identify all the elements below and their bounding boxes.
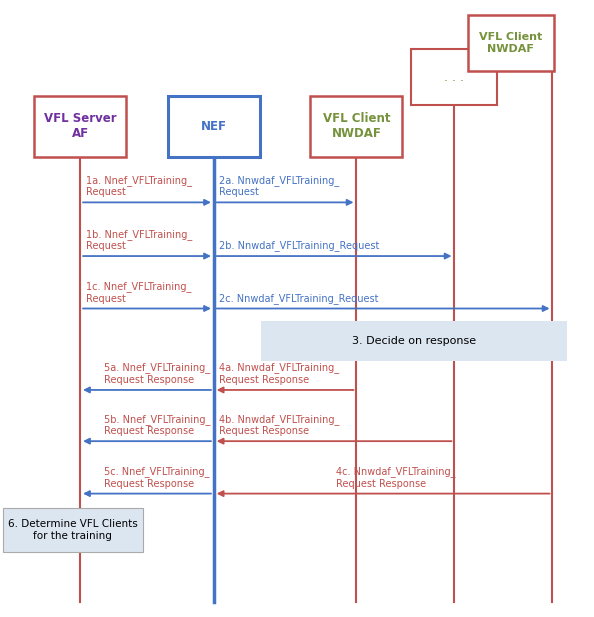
Bar [34, 96, 127, 157]
Text: VFL Client
NWDAF: VFL Client NWDAF [479, 32, 542, 54]
Text: 5c. Nnef_VFLTraining_
Request Response: 5c. Nnef_VFLTraining_ Request Response [104, 466, 210, 489]
Text: 4b. Nnwdaf_VFLTraining_
Request Response: 4b. Nnwdaf_VFLTraining_ Request Response [219, 414, 339, 436]
Text: 1c. Nnef_VFLTraining_
Request: 1c. Nnef_VFLTraining_ Request [86, 281, 191, 304]
Text: VFL Server
AF: VFL Server AF [44, 112, 116, 141]
Bar [261, 321, 567, 361]
Bar [168, 96, 260, 157]
Bar [3, 508, 143, 552]
Text: 2b. Nnwdaf_VFLTraining_Request: 2b. Nnwdaf_VFLTraining_Request [219, 240, 379, 251]
Text: 4c. Nnwdaf_VFLTraining_
Request Response: 4c. Nnwdaf_VFLTraining_ Request Response [336, 466, 455, 489]
Text: NEF: NEF [201, 120, 227, 133]
Text: 5b. Nnef_VFLTraining_
Request Response: 5b. Nnef_VFLTraining_ Request Response [104, 414, 210, 436]
Bar [411, 49, 498, 105]
Text: 1a. Nnef_VFLTraining_
Request: 1a. Nnef_VFLTraining_ Request [86, 175, 192, 197]
Text: 3. Decide on response: 3. Decide on response [352, 336, 476, 346]
Text: 1b. Nnef_VFLTraining_
Request: 1b. Nnef_VFLTraining_ Request [86, 229, 192, 251]
Text: 2a. Nnwdaf_VFLTraining_
Request: 2a. Nnwdaf_VFLTraining_ Request [219, 175, 339, 197]
Text: . . .: . . . [444, 70, 465, 84]
Bar [468, 15, 554, 71]
Text: 5a. Nnef_VFLTraining_
Request Response: 5a. Nnef_VFLTraining_ Request Response [104, 363, 210, 385]
Text: 6. Determine VFL Clients
for the training: 6. Determine VFL Clients for the trainin… [8, 519, 138, 541]
Text: 2c. Nnwdaf_VFLTraining_Request: 2c. Nnwdaf_VFLTraining_Request [219, 292, 378, 304]
Text: VFL Client
NWDAF: VFL Client NWDAF [323, 112, 390, 141]
Bar [310, 96, 402, 157]
Text: 4a. Nnwdaf_VFLTraining_
Request Response: 4a. Nnwdaf_VFLTraining_ Request Response [219, 363, 339, 385]
